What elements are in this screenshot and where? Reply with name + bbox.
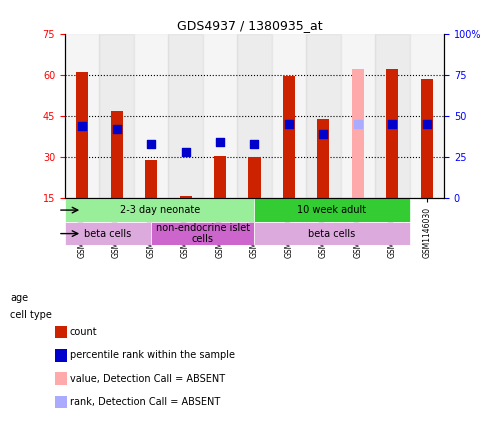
Bar xyxy=(180,195,192,198)
Text: cell type: cell type xyxy=(10,310,52,320)
Bar xyxy=(249,157,260,198)
Bar xyxy=(99,34,134,198)
FancyBboxPatch shape xyxy=(254,198,410,222)
Point xyxy=(113,126,121,133)
Bar xyxy=(410,34,444,198)
Bar xyxy=(168,34,203,198)
Point xyxy=(319,131,327,137)
FancyBboxPatch shape xyxy=(254,222,410,245)
Bar xyxy=(386,69,398,198)
Point xyxy=(423,121,431,128)
Bar xyxy=(111,110,123,198)
Bar xyxy=(76,72,88,198)
Text: GDS4937 / 1380935_at: GDS4937 / 1380935_at xyxy=(177,19,322,32)
Bar xyxy=(237,34,272,198)
Point xyxy=(250,141,258,148)
Point xyxy=(147,141,155,148)
Text: beta cells: beta cells xyxy=(84,228,132,239)
Point xyxy=(182,149,190,156)
FancyBboxPatch shape xyxy=(65,198,254,222)
Point xyxy=(285,121,293,128)
Point xyxy=(78,123,86,129)
Text: 10 week adult: 10 week adult xyxy=(297,205,367,215)
Text: age: age xyxy=(10,293,28,303)
Text: non-endocrine islet
cells: non-endocrine islet cells xyxy=(156,223,250,244)
Point xyxy=(354,121,362,128)
Bar xyxy=(375,34,410,198)
Bar xyxy=(341,34,375,198)
Bar xyxy=(306,34,341,198)
Bar xyxy=(272,34,306,198)
Bar xyxy=(421,79,433,198)
Bar xyxy=(317,119,329,198)
Point xyxy=(388,121,396,128)
Bar xyxy=(352,69,364,198)
Text: beta cells: beta cells xyxy=(308,228,356,239)
Bar xyxy=(214,156,226,198)
Bar xyxy=(145,160,157,198)
Point xyxy=(216,139,224,146)
Bar xyxy=(283,76,295,198)
Text: percentile rank within the sample: percentile rank within the sample xyxy=(70,350,235,360)
Text: 2-3 day neonate: 2-3 day neonate xyxy=(120,205,200,215)
Bar xyxy=(134,34,168,198)
Bar xyxy=(65,34,99,198)
FancyBboxPatch shape xyxy=(151,222,254,245)
Text: rank, Detection Call = ABSENT: rank, Detection Call = ABSENT xyxy=(70,397,220,407)
Bar xyxy=(203,34,237,198)
Text: count: count xyxy=(70,327,97,337)
Text: value, Detection Call = ABSENT: value, Detection Call = ABSENT xyxy=(70,374,225,384)
FancyBboxPatch shape xyxy=(65,222,151,245)
